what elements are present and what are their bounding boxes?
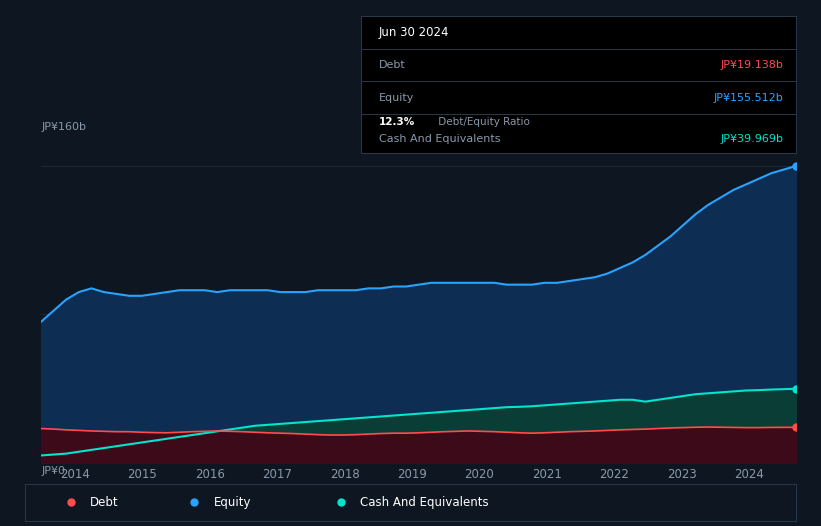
Text: Equity: Equity [213, 496, 251, 509]
Text: JP¥0: JP¥0 [41, 466, 65, 476]
Text: JP¥155.512b: JP¥155.512b [713, 93, 783, 103]
Text: 12.3%: 12.3% [378, 117, 415, 127]
Text: Jun 30 2024: Jun 30 2024 [378, 26, 449, 39]
Text: JP¥19.138b: JP¥19.138b [721, 60, 783, 70]
Text: JP¥160b: JP¥160b [41, 122, 86, 132]
Text: Debt/Equity Ratio: Debt/Equity Ratio [435, 117, 530, 127]
Text: Cash And Equivalents: Cash And Equivalents [360, 496, 489, 509]
Text: JP¥39.969b: JP¥39.969b [720, 134, 783, 144]
Text: Equity: Equity [378, 93, 414, 103]
Text: Cash And Equivalents: Cash And Equivalents [378, 134, 500, 144]
Text: Debt: Debt [378, 60, 406, 70]
Text: Debt: Debt [90, 496, 119, 509]
